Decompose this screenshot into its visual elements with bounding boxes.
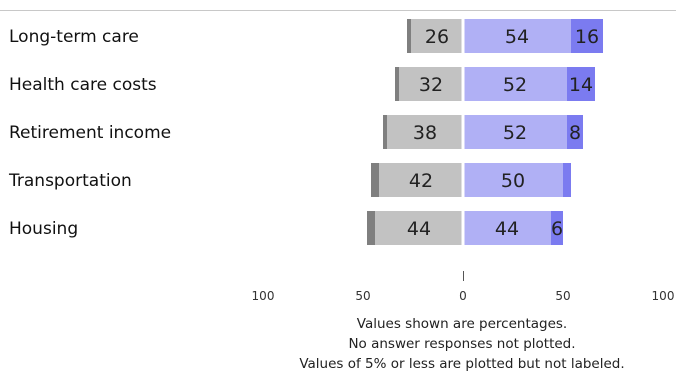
category-label: Long-term care	[9, 27, 139, 47]
bar-value-label: 44	[407, 218, 431, 240]
chart-notes: Values shown are percentages. No answer …	[262, 314, 662, 374]
category-labels: Long-term care Health care costs Retiremen…	[8, 27, 171, 239]
bar-value-label: 52	[503, 74, 527, 96]
category-label: Health care costs	[9, 75, 157, 95]
bar-value-label: 16	[575, 26, 599, 48]
bar-value-label: 8	[569, 122, 581, 144]
bar-value-label: 50	[501, 170, 525, 192]
bar-segment	[383, 115, 387, 149]
bar-segment	[551, 211, 563, 245]
bar-segment	[395, 67, 399, 101]
x-tick-label: 50	[355, 289, 370, 303]
bar-segment	[567, 67, 595, 101]
bar-segment	[463, 115, 567, 149]
bar-value-label: 42	[409, 170, 433, 192]
bar-segment	[463, 211, 551, 245]
bar-segment	[371, 163, 379, 197]
bar-segment	[567, 115, 583, 149]
x-tick-label: 100	[652, 289, 675, 303]
category-label: Housing	[9, 219, 78, 239]
x-tick-label: 0	[459, 289, 467, 303]
bar-segment	[463, 19, 571, 53]
bar-value-label: 52	[503, 122, 527, 144]
bar-segment	[411, 19, 463, 53]
note-no-answer: No answer responses not plotted.	[348, 336, 576, 352]
bar-value-label: 26	[425, 26, 449, 48]
x-axis: 100 50 0 50 100	[252, 271, 675, 303]
bar-segment	[571, 19, 603, 53]
x-tick-label: 100	[252, 289, 275, 303]
bar-value-label: 14	[569, 74, 593, 96]
bar-value-label: 38	[413, 122, 437, 144]
bar-segment	[379, 163, 463, 197]
bar-value-label: 6	[551, 218, 563, 240]
bar-segment	[399, 67, 463, 101]
bars: 26 54 16 32 52 14 38 52 8 42 50 44 44 6	[367, 19, 603, 245]
bar-value-label: 54	[505, 26, 529, 48]
bar-value-label: 44	[495, 218, 519, 240]
bar-segment	[387, 115, 463, 149]
bar-segment	[407, 19, 411, 53]
note-percentages: Values shown are percentages.	[356, 316, 568, 332]
zero-gap	[461, 19, 465, 245]
bar-segment	[367, 211, 375, 245]
bar-segment	[563, 163, 571, 197]
category-label: Retirement income	[9, 123, 171, 143]
category-label: Transportation	[8, 171, 132, 191]
bar-segment	[463, 67, 567, 101]
bar-segment	[463, 163, 563, 197]
bar-segment	[375, 211, 463, 245]
x-tick-label: 50	[555, 289, 570, 303]
bar-value-label: 32	[419, 74, 443, 96]
note-small-values: Values of 5% or less are plotted but not…	[299, 356, 625, 372]
